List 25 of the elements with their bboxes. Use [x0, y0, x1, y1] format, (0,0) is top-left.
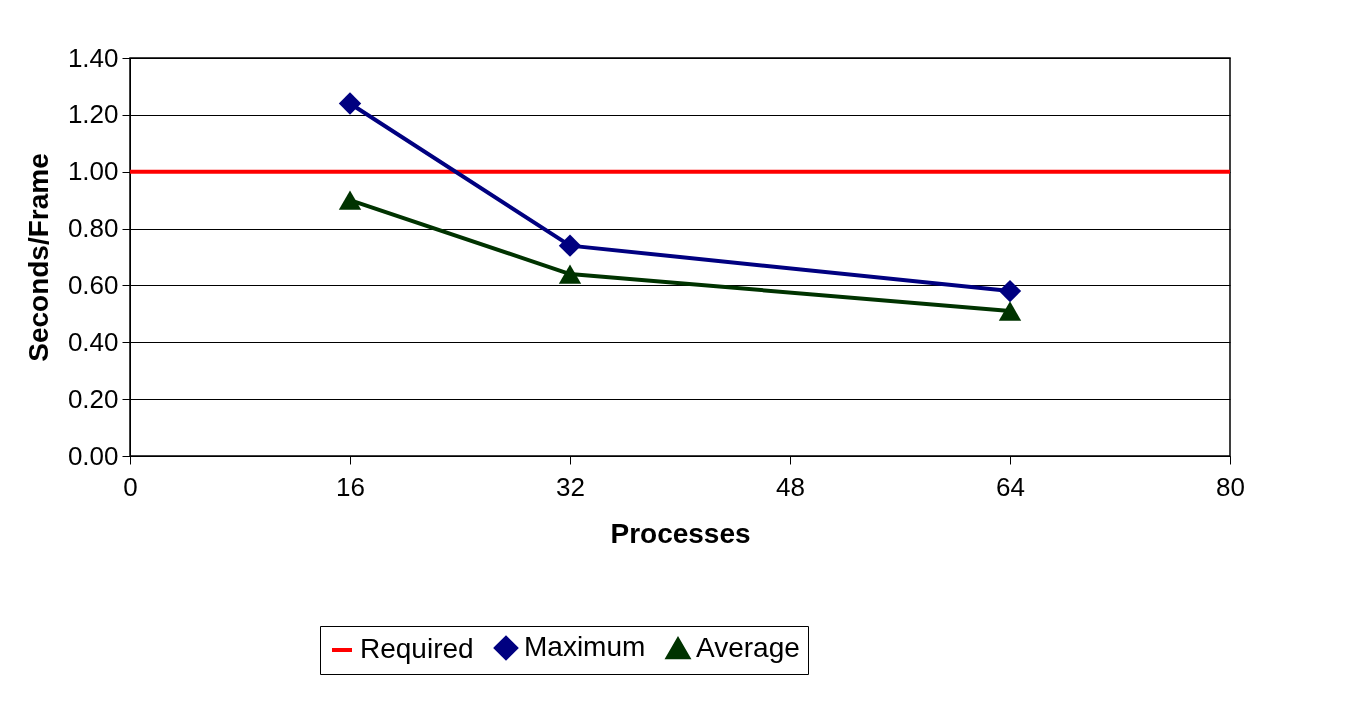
point	[558, 264, 582, 284]
x-tick-label: 48	[776, 471, 805, 502]
x-tick-label: 32	[556, 471, 585, 502]
legend-label: Average	[696, 631, 800, 663]
y-tick-label: 0.20	[67, 383, 119, 414]
point	[338, 190, 362, 210]
x-tick-label: 16	[336, 471, 365, 502]
point	[558, 234, 582, 257]
y-axis-title: Seconds/Frame	[22, 153, 54, 362]
point	[338, 92, 362, 115]
y-tick-label: 0.60	[67, 269, 119, 300]
point	[998, 279, 1022, 303]
legend-label: Maximum	[524, 631, 646, 662]
x-tick-label: 80	[1216, 471, 1245, 502]
y-tick-label: 0.40	[67, 326, 119, 357]
x-tick-label: 64	[996, 471, 1025, 502]
legend-label: Required	[360, 633, 474, 664]
y-tick-label: 0.00	[67, 440, 119, 471]
y-tick-label: 1.00	[67, 156, 119, 187]
y-tick-label: 1.20	[67, 99, 119, 130]
y-tick-label: 0.80	[67, 213, 119, 244]
x-axis-title: Processes	[610, 517, 751, 549]
x-tick-label: 0	[123, 471, 138, 502]
point	[998, 301, 1022, 321]
y-tick-label: 1.40	[67, 42, 119, 73]
